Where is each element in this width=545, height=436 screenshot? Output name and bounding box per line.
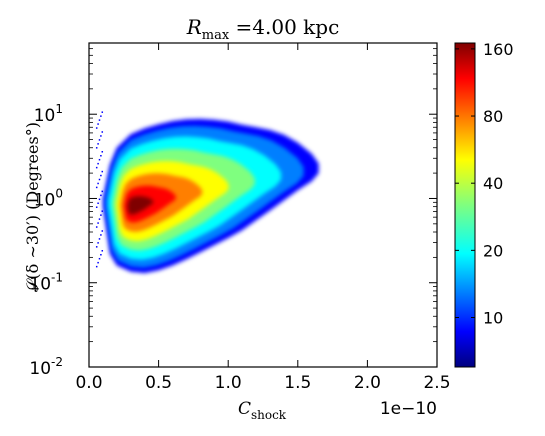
- scatter-point: [97, 143, 99, 145]
- colorbar-ticks: 10 20 40 80 160: [455, 40, 514, 328]
- colorbar: [454, 42, 476, 368]
- scatter-point: [101, 230, 104, 232]
- y-tick-label: 101: [34, 102, 63, 126]
- scatter-point: [101, 111, 104, 113]
- scatter-point: [101, 210, 104, 212]
- scatter-point: [100, 254, 102, 256]
- scatter-point: [95, 226, 98, 228]
- scatter-point: [95, 246, 98, 248]
- colorbar-tick-label: 40: [483, 174, 503, 193]
- x-tick-label: 1.5: [284, 373, 311, 393]
- scatter-point: [98, 139, 101, 141]
- chart-title-rest: =4.00 kpc: [229, 15, 339, 39]
- scatter-point: [95, 147, 98, 149]
- scatter-point: [97, 261, 99, 264]
- scatter-point: [97, 162, 99, 165]
- scatter-point: [101, 190, 104, 193]
- density-heatmap: [95, 111, 319, 274]
- scatter-point: [95, 265, 98, 268]
- y-axis-ticks: 10-2 10-1 100 101: [29, 42, 437, 379]
- y-tick-label: 10-1: [29, 271, 63, 295]
- scatter-point: [98, 178, 101, 181]
- scatter-point: [97, 242, 99, 244]
- scatter-point: [101, 170, 104, 173]
- scatter-point: [97, 202, 99, 205]
- x-offset-label: 1e−10: [380, 399, 437, 419]
- scatter-point: [95, 166, 98, 169]
- scatter-point: [100, 234, 102, 236]
- scatter-point: [101, 131, 104, 133]
- scatter-point: [95, 186, 98, 189]
- scatter-point: [97, 123, 99, 125]
- scatter-point: [100, 174, 102, 177]
- scatter-point: [97, 222, 99, 224]
- x-axis-ticks: 0.0 0.5 1.0 1.5 2.0 2.5: [75, 43, 451, 393]
- x-axis-label: Cshock: [238, 399, 287, 422]
- x-tick-label: 0.0: [75, 373, 102, 393]
- scatter-point: [100, 154, 102, 157]
- x-axis-label-var: C: [238, 399, 251, 419]
- colorbar-tick-label: 20: [483, 241, 503, 260]
- scatter-point: [100, 135, 102, 137]
- y-axis-label: 𝒮(δ ∼30′) (Degrees°): [23, 122, 42, 292]
- x-tick-label: 0.5: [145, 373, 172, 393]
- x-axis-label-sub: shock: [251, 408, 287, 422]
- scatter-point: [100, 194, 102, 197]
- scatter-point: [100, 115, 102, 117]
- density-level-7: [127, 196, 154, 215]
- scatter-point: [98, 198, 101, 201]
- scatter-point: [98, 158, 101, 161]
- x-tick-label: 1.0: [215, 373, 242, 393]
- colorbar-tick-label: 10: [483, 309, 503, 328]
- scatter-point: [98, 257, 101, 260]
- colorbar-tick-label: 80: [483, 107, 503, 126]
- scatter-point: [98, 119, 101, 121]
- plot-frame: [88, 42, 438, 368]
- x-tick-label: 2.5: [423, 373, 450, 393]
- scatter-point: [95, 206, 98, 208]
- x-tick-label: 2.0: [354, 373, 381, 393]
- scatter-point: [98, 238, 101, 240]
- scatter-point: [101, 250, 104, 252]
- y-tick-label: 100: [34, 186, 63, 210]
- y-tick-label: 10-2: [29, 355, 63, 379]
- scatter-point: [95, 127, 98, 129]
- colorbar-tick-label: 160: [483, 40, 514, 59]
- chart-title-var: R: [186, 15, 202, 39]
- chart-title-sub: max: [202, 28, 230, 43]
- chart-title: Rmax =4.00 kpc: [186, 15, 340, 43]
- scatter-point: [101, 151, 104, 153]
- scatter-point: [98, 218, 101, 220]
- scatter-point: [100, 214, 102, 216]
- scatter-point: [97, 182, 99, 185]
